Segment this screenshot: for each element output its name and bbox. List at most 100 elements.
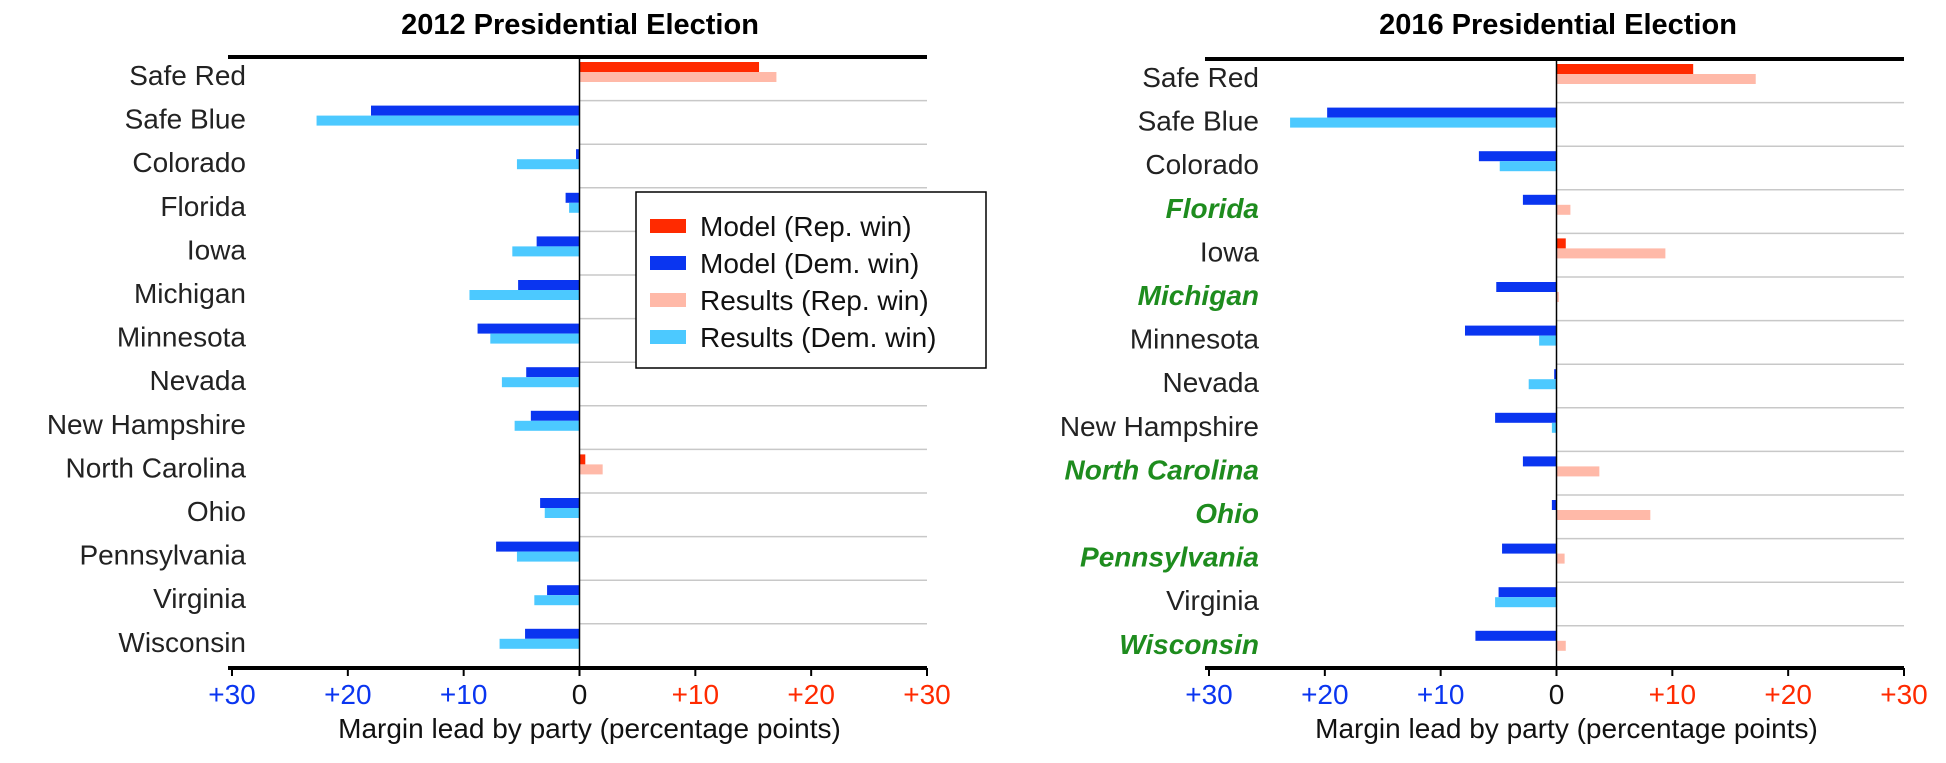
bar-results-wisconsin (1556, 640, 1566, 651)
x-tick-label: +10 (1649, 679, 1697, 710)
chart-title-2016: 2016 Presidential Election (1379, 9, 1737, 41)
legend-label-results-dem-win-: Results (Dem. win) (700, 322, 936, 353)
bar-model-michigan (1496, 282, 1557, 292)
bar-results-north-carolina (579, 464, 603, 475)
category-label-colorado: Colorado (132, 147, 246, 178)
bar-model-florida (1522, 194, 1557, 205)
bar-model-nevada (1554, 369, 1557, 380)
bar-results-north-carolina (1556, 466, 1600, 477)
bar-results-iowa (1556, 248, 1666, 259)
x-tick-label: +30 (903, 679, 951, 710)
x-tick-label: +10 (1417, 679, 1465, 710)
category-label-minnesota: Minnesota (117, 322, 247, 353)
bar-results-wisconsin (499, 638, 580, 649)
legend-swatch-results-rep-win- (650, 293, 686, 307)
bar-model-wisconsin (1475, 630, 1557, 641)
bar-results-safe-red (579, 72, 777, 82)
bar-model-ohio (540, 498, 580, 508)
category-label-virginia: Virginia (1166, 585, 1259, 616)
bar-results-nevada (1528, 379, 1557, 390)
chart-title-2012: 2012 Presidential Election (401, 9, 759, 41)
bar-results-minnesota (1539, 335, 1557, 346)
bar-results-nevada (501, 377, 580, 388)
bar-model-ohio (1551, 500, 1557, 510)
x-tick-label: 0 (1549, 679, 1565, 710)
legend-label-model-dem-win-: Model (Dem. win) (700, 248, 919, 279)
x-tick-label: +10 (672, 679, 720, 710)
bar-model-pennsylvania (1502, 543, 1557, 554)
x-tick-label: +30 (1185, 679, 1233, 710)
category-label-pennsylvania: Pennsylvania (79, 540, 246, 571)
category-label-wisconsin: Wisconsin (118, 627, 246, 658)
bar-model-minnesota (1464, 325, 1557, 336)
category-label-florida: Florida (160, 191, 246, 222)
category-label-ohio: Ohio (1195, 498, 1259, 529)
bar-model-virginia (1498, 587, 1557, 598)
x-tick-label: +20 (324, 679, 372, 710)
category-label-nevada: Nevada (1162, 367, 1259, 398)
bar-results-colorado (1499, 161, 1557, 172)
chart-2012: 2012 Presidential Election Safe Red Safe … (47, 9, 951, 744)
category-label-iowa: Iowa (1200, 236, 1260, 267)
bar-model-north-carolina (1522, 456, 1557, 467)
x-tick-label: +10 (440, 679, 488, 710)
category-label-iowa: Iowa (187, 234, 247, 265)
bar-results-safe-blue (1290, 117, 1557, 128)
bar-model-north-carolina (579, 454, 586, 465)
category-label-safe-blue: Safe Blue (125, 104, 246, 135)
category-label-wisconsin: Wisconsin (1119, 629, 1259, 660)
x-tick-label: +20 (787, 679, 835, 710)
bar-results-ohio (1556, 510, 1651, 520)
bar-results-minnesota (490, 333, 580, 344)
bar-results-safe-red (1556, 74, 1756, 84)
category-label-michigan: Michigan (1138, 280, 1259, 311)
category-label-safe-blue: Safe Blue (1138, 106, 1259, 137)
category-label-minnesota: Minnesota (1130, 324, 1260, 355)
bar-model-iowa (1556, 238, 1566, 249)
x-tick-label: +30 (208, 679, 256, 710)
bar-results-florida (569, 202, 580, 213)
bar-results-pennsylvania (516, 551, 580, 562)
bar-results-new-hampshire (514, 420, 580, 431)
x-axis-label: Margin lead by party (percentage points) (338, 713, 841, 744)
bar-model-safe-red (1556, 64, 1694, 74)
bar-results-pennsylvania (1556, 553, 1565, 564)
category-label-virginia: Virginia (153, 583, 246, 614)
category-label-ohio: Ohio (187, 496, 246, 527)
bar-model-pennsylvania (496, 541, 580, 552)
bar-results-ohio (544, 508, 580, 518)
x-tick-label: +20 (1764, 679, 1812, 710)
legend-label-results-rep-win-: Results (Rep. win) (700, 285, 929, 316)
bar-results-safe-blue (316, 115, 580, 126)
legend: Model (Rep. win) Model (Dem. win) Results … (635, 191, 987, 369)
bar-results-colorado (516, 159, 580, 170)
bar-results-new-hampshire (1551, 422, 1557, 433)
x-tick-label: +20 (1301, 679, 1349, 710)
category-label-north-carolina: North Carolina (1065, 454, 1259, 485)
bar-model-michigan (518, 280, 580, 290)
category-label-safe-red: Safe Red (129, 60, 246, 91)
bar-model-new-hampshire (530, 410, 580, 421)
bar-model-iowa (536, 236, 580, 247)
x-axis-label: Margin lead by party (percentage points) (1315, 713, 1818, 744)
bar-results-michigan (469, 290, 580, 300)
category-label-new-hampshire: New Hampshire (47, 409, 246, 440)
category-label-colorado: Colorado (1145, 149, 1259, 180)
bar-model-safe-blue (371, 105, 580, 116)
legend-swatch-results-dem-win- (650, 330, 686, 344)
x-tick-label: +30 (1880, 679, 1928, 710)
bar-model-safe-blue (1327, 107, 1557, 118)
bar-model-wisconsin (525, 628, 580, 639)
category-label-safe-red: Safe Red (1142, 62, 1259, 93)
legend-swatch-model-rep-win- (650, 219, 686, 233)
bar-model-new-hampshire (1495, 412, 1557, 423)
bar-model-minnesota (477, 323, 580, 334)
bar-model-safe-red (579, 62, 760, 72)
bar-results-michigan (1556, 292, 1559, 302)
category-label-north-carolina: North Carolina (65, 452, 246, 483)
category-label-michigan: Michigan (134, 278, 246, 309)
bar-model-nevada (526, 367, 580, 378)
category-label-florida: Florida (1166, 193, 1259, 224)
category-label-pennsylvania: Pennsylvania (1080, 542, 1259, 573)
